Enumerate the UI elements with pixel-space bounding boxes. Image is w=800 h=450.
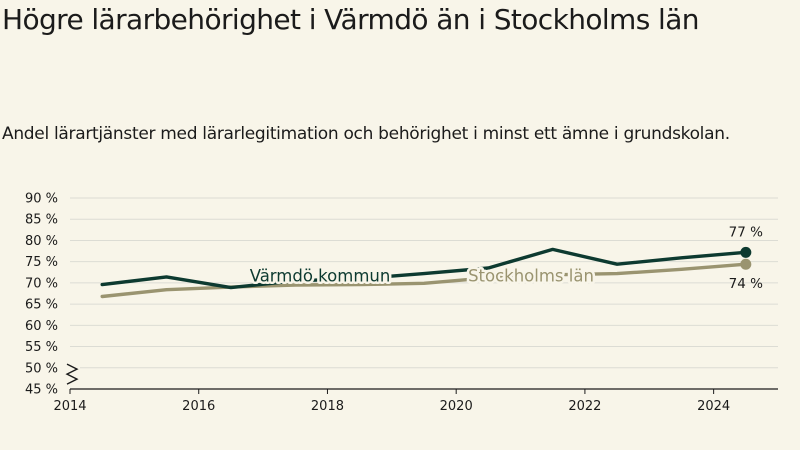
end-point-varmdo [740, 246, 752, 258]
y-tick-label: 75 % [25, 255, 58, 270]
y-tick-label: 90 % [25, 192, 58, 207]
chart-subtitle: Andel lärartjänster med lärarlegitimatio… [2, 124, 730, 144]
end-point-stockholm [740, 258, 752, 270]
axis-break-icon [65, 363, 79, 385]
chart-title: Högre lärarbehörighet i Värmdö än i Stoc… [2, 3, 700, 36]
end-label-varmdo: 77 % [729, 224, 763, 240]
gridlines [70, 197, 778, 369]
y-tick-label: 85 % [25, 213, 58, 228]
end-label-stockholm: 74 % [729, 276, 763, 292]
x-tick-label: 2020 [440, 399, 473, 414]
y-tick-label: 55 % [25, 340, 58, 355]
x-tick-label: 2022 [568, 399, 601, 414]
series-lines [100, 246, 752, 299]
y-tick-label: 50 % [25, 361, 58, 376]
y-tick-label: 80 % [25, 234, 58, 249]
y-tick-label: 45 % [25, 383, 58, 398]
y-tick-label: 60 % [25, 319, 58, 334]
x-tick-label: 2016 [182, 399, 215, 414]
y-axis-ticks: 45 % 50 % 55 % 60 % 65 % 70 % 75 % 80 % 85 % 90 % [25, 192, 58, 398]
x-tick-label: 2024 [697, 399, 730, 414]
x-tick-label: 2014 [53, 399, 86, 414]
y-tick-label: 70 % [25, 276, 58, 291]
series-name-label-stockholm: Stockholms län [468, 267, 594, 286]
series-labels: Värmdö kommun Stockholms län 77 % 74 % [247, 224, 763, 292]
x-axis: 2014 2016 2018 2020 2022 2024 [53, 363, 778, 414]
y-tick-label: 65 % [25, 298, 58, 313]
series-line-varmdo [100, 247, 748, 290]
series-name-label-varmdo: Värmdö kommun [250, 267, 391, 286]
x-tick-label: 2018 [311, 399, 344, 414]
series-line-stockholm [100, 262, 748, 299]
